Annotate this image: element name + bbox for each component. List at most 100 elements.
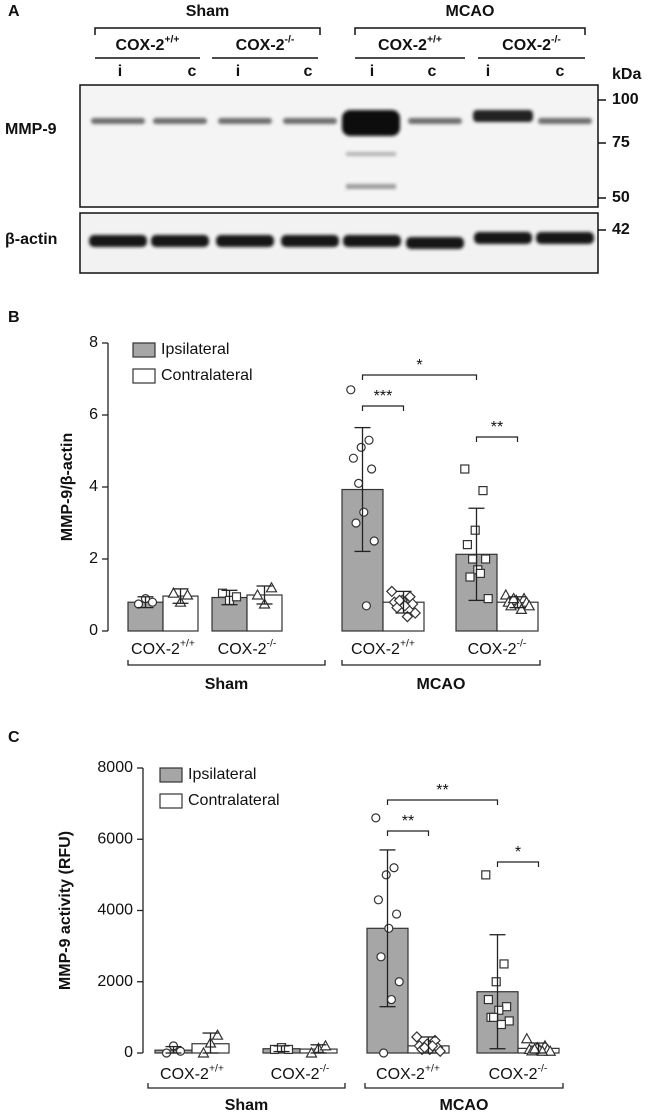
genotype-label: COX-2-/-	[236, 34, 295, 54]
data-point	[167, 586, 180, 598]
x-tick-label-superscript: -/-	[267, 638, 277, 649]
x-tick-label: COX-2-/-	[271, 1063, 330, 1083]
data-point	[410, 1031, 423, 1043]
x-tick-label-superscript: +/+	[400, 638, 415, 649]
data-point	[502, 1002, 512, 1012]
data-point	[356, 442, 366, 452]
x-tick-label-base: COX-2	[489, 1066, 538, 1083]
data-point	[401, 610, 414, 623]
y-tick-label: 2000	[97, 973, 133, 990]
data-point	[478, 486, 488, 496]
genotype-label-base: COX-2	[378, 37, 427, 54]
significance-bracket	[386, 799, 499, 805]
band	[406, 237, 464, 249]
x-tick-label-base: COX-2	[468, 641, 517, 658]
row-label: MMP-9	[5, 121, 57, 138]
data-point	[231, 592, 242, 602]
band	[408, 118, 462, 124]
genotype-label-base: COX-2	[116, 37, 165, 54]
data-point	[475, 568, 485, 579]
marker-label: 50	[612, 189, 630, 206]
data-point	[373, 895, 383, 905]
marker-label: 75	[612, 134, 630, 151]
significance-label: *	[515, 844, 521, 861]
data-point	[379, 1048, 389, 1058]
band	[346, 184, 396, 189]
group-bracket	[127, 660, 326, 666]
error-bar	[221, 589, 238, 606]
error-bar	[202, 1032, 219, 1054]
data-point	[462, 539, 472, 550]
significance-label: **	[436, 782, 448, 799]
band	[538, 118, 592, 124]
error-bar	[256, 585, 273, 605]
error-bar	[395, 590, 412, 614]
lane-label: i	[370, 63, 374, 80]
significance-bracket	[361, 374, 478, 380]
lane-label: i	[118, 63, 122, 80]
data-point	[465, 572, 475, 582]
band	[343, 235, 401, 247]
panel-label: C	[8, 729, 20, 746]
bar	[246, 594, 283, 632]
genotype-label: COX-2+/+	[116, 34, 180, 54]
group-label: Sham	[186, 3, 230, 20]
x-tick-label-base: COX-2	[218, 641, 267, 658]
legend-swatch	[159, 767, 183, 783]
significance-bracket	[361, 405, 405, 411]
data-point	[392, 909, 402, 919]
x-tick-label-superscript: -/-	[538, 1063, 548, 1074]
data-point	[364, 435, 374, 445]
band	[218, 118, 272, 124]
band	[89, 235, 147, 247]
genotype-label-superscript: +/+	[427, 34, 442, 45]
legend-swatch	[132, 368, 156, 384]
data-point	[394, 977, 404, 987]
group-bracket	[94, 27, 321, 35]
y-tick-label: 8000	[97, 759, 133, 776]
data-point	[481, 870, 491, 880]
x-tick-label-superscript: -/-	[517, 638, 527, 649]
data-point	[515, 603, 528, 615]
x-tick-label: COX-2+/+	[160, 1063, 224, 1083]
data-point	[381, 870, 391, 880]
legend-label: Ipsilateral	[161, 341, 229, 358]
genotype-label-superscript: +/+	[164, 34, 179, 45]
band	[342, 110, 400, 136]
bar	[211, 596, 248, 632]
data-point	[460, 464, 470, 474]
data-point	[217, 588, 228, 598]
y-tick-label: 4000	[97, 902, 133, 919]
y-axis-label: MMP-9/β-actin	[59, 433, 76, 541]
data-point	[434, 1045, 447, 1058]
group-bracket	[341, 660, 541, 666]
x-tick-label-base: COX-2	[351, 641, 400, 658]
band	[151, 235, 209, 247]
data-point	[499, 959, 509, 969]
x-tick-label: COX-2-/-	[489, 1063, 548, 1083]
x-tick-label: COX-2-/-	[468, 638, 527, 658]
x-tick-label: COX-2+/+	[376, 1063, 440, 1083]
row-label: β-actin	[5, 231, 57, 248]
legend-label: Contralateral	[188, 792, 280, 809]
data-point	[359, 507, 369, 517]
error-bar	[509, 596, 526, 609]
legend-label: Ipsilateral	[188, 766, 256, 783]
error-bar	[468, 507, 485, 602]
data-point	[354, 478, 364, 488]
band	[346, 152, 396, 156]
significance-label: ***	[374, 388, 393, 405]
data-point	[389, 863, 399, 873]
band	[281, 235, 339, 247]
data-point	[520, 1032, 533, 1044]
legend-swatch	[132, 342, 156, 358]
x-tick-label-superscript: +/+	[180, 638, 195, 649]
y-tick-label: 6	[89, 406, 98, 423]
band	[216, 235, 274, 247]
unit-label: kDa	[612, 66, 641, 83]
lane-label: i	[486, 63, 490, 80]
data-point	[494, 1005, 504, 1015]
data-point	[181, 588, 194, 600]
band	[473, 110, 533, 122]
